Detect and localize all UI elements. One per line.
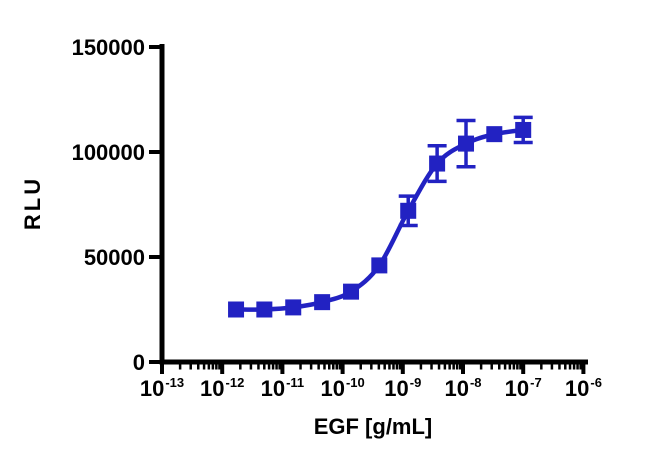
data-point-marker — [343, 283, 360, 300]
y-axis-title: RLU — [20, 176, 45, 230]
data-point-marker — [400, 202, 417, 219]
y-tick-label: 0 — [133, 350, 145, 375]
y-tick-label: 50000 — [84, 245, 145, 270]
x-tick-label: 10-11 — [261, 375, 305, 401]
data-series — [228, 115, 533, 318]
data-point-marker — [256, 301, 273, 318]
x-tick-label: 10-13 — [140, 375, 184, 401]
data-point-marker — [285, 299, 302, 316]
x-tick-label: 10-8 — [444, 375, 481, 401]
data-point-marker — [371, 257, 388, 274]
y-tick-label: 100000 — [72, 140, 145, 165]
data-point-marker — [515, 121, 532, 138]
x-tick-label: 10-10 — [320, 375, 364, 401]
x-tick-label: 10-9 — [384, 375, 421, 401]
data-point-marker — [486, 126, 503, 143]
x-tick-label: 10-7 — [505, 375, 542, 401]
data-point-marker — [228, 301, 245, 318]
data-point-marker — [314, 294, 331, 311]
axes: 0 50000 100000 150000 10-13 10-12 10-11 10-10 10… — [72, 35, 602, 401]
x-axis-title: EGF [g/mL] — [314, 414, 433, 439]
x-tick-label: 10-6 — [565, 375, 602, 401]
y-tick-label: 150000 — [72, 35, 145, 60]
data-point-marker — [458, 135, 475, 152]
x-tick-label: 10-12 — [200, 375, 244, 401]
dose-response-curve — [233, 127, 526, 312]
data-point-marker — [429, 155, 446, 172]
